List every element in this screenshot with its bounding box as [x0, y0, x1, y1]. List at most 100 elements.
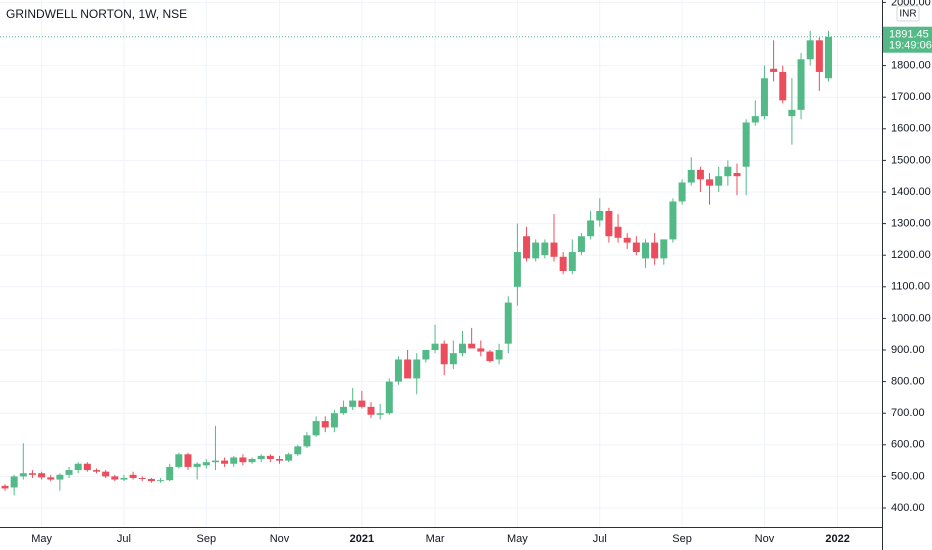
candle-body — [596, 210, 604, 221]
countdown: 19:49:06 — [889, 40, 932, 52]
y-tick-label: 900.00 — [891, 344, 925, 356]
candle-body — [724, 166, 732, 177]
candle-body — [449, 353, 457, 365]
x-tick-label: Nov — [755, 533, 775, 545]
candle-body — [797, 59, 805, 110]
candle-body — [83, 463, 91, 471]
candle-body — [486, 351, 494, 362]
candle-body — [605, 210, 613, 237]
candle-body — [532, 242, 540, 259]
candle-body — [276, 459, 283, 461]
y-tick-label: 800.00 — [891, 376, 925, 388]
y-tick-label: 600.00 — [891, 439, 925, 451]
candle-body — [660, 239, 668, 259]
y-tick-label: 1000.00 — [891, 312, 931, 324]
y-tick-label: 1700.00 — [891, 91, 931, 103]
candle-body — [477, 348, 485, 352]
y-tick-label: 400.00 — [891, 502, 925, 514]
candle-body — [239, 457, 247, 463]
x-tick-label: May — [31, 533, 52, 545]
candle-body — [257, 455, 265, 460]
candle-body — [669, 201, 677, 240]
candle-body — [806, 40, 814, 60]
candle-body — [559, 256, 567, 271]
candle-body — [321, 421, 329, 428]
candle-body — [550, 242, 558, 257]
candle-body — [696, 169, 704, 180]
candle-body — [111, 476, 119, 480]
y-tick-label: 1800.00 — [891, 60, 931, 72]
candle-body — [102, 471, 110, 477]
candle-body — [760, 78, 768, 117]
candle-body — [1, 485, 9, 489]
candle-body — [147, 478, 155, 482]
candle-body — [211, 460, 219, 463]
candle-body — [248, 459, 256, 463]
x-tick-label: Jul — [117, 533, 131, 545]
candle-body — [28, 473, 36, 475]
y-tick-label: 1300.00 — [891, 218, 931, 230]
candle-body — [65, 470, 73, 475]
x-tick-label: Mar — [426, 533, 445, 545]
candle-body — [385, 381, 393, 414]
candle-body — [19, 473, 27, 477]
candle-body — [788, 109, 796, 117]
candle-body — [129, 474, 137, 478]
candle-body — [733, 173, 741, 177]
candle-body — [751, 116, 759, 123]
candle-body — [330, 413, 338, 428]
candle-body — [184, 454, 192, 467]
candle-body — [367, 406, 375, 415]
x-tick-label: Sep — [197, 533, 217, 545]
candle-body — [221, 460, 229, 464]
candle-body — [623, 237, 631, 243]
price-label: 1891.45 — [889, 29, 929, 41]
currency: INR — [899, 9, 916, 20]
candle-body — [614, 226, 622, 238]
candle-body — [47, 477, 55, 480]
candle-body — [742, 122, 750, 167]
candle-body — [642, 242, 649, 259]
y-tick-label: 500.00 — [891, 470, 925, 482]
candle-body — [56, 474, 64, 480]
y-tick-label: 1400.00 — [891, 186, 931, 198]
candle-body — [285, 454, 293, 461]
candle-body — [678, 182, 686, 202]
candle-body — [815, 40, 823, 72]
price-label-box — [883, 26, 932, 53]
y-tick-label: 1200.00 — [891, 249, 931, 261]
candle-body — [266, 455, 274, 460]
chart-title: GRINDWELL NORTON, 1W, NSE — [6, 7, 187, 21]
candle-body — [825, 36, 832, 79]
candle-body — [440, 343, 448, 365]
candle-body — [175, 454, 183, 467]
candle-body — [166, 466, 174, 481]
candle-body — [706, 179, 714, 186]
y-tick-label: 1600.00 — [891, 123, 931, 135]
candle-body — [157, 480, 165, 482]
x-tick-label: 2021 — [350, 533, 374, 545]
candle-body — [394, 359, 402, 382]
candle-body — [138, 477, 146, 479]
candle-body — [459, 343, 466, 354]
x-tick-label: Jul — [593, 533, 607, 545]
candle-body — [349, 400, 357, 407]
candle-body — [779, 71, 787, 101]
candle-body — [120, 477, 128, 480]
candle-body — [38, 473, 46, 478]
candle-body — [577, 236, 585, 253]
candle-body — [715, 176, 723, 186]
y-tick-label: 1100.00 — [891, 281, 930, 293]
candle-body — [303, 435, 311, 447]
candle-body — [202, 462, 210, 466]
candle-body — [431, 343, 439, 350]
x-tick-label: Sep — [672, 533, 692, 545]
candle-body — [587, 220, 595, 237]
currency-box — [896, 5, 920, 22]
y-tick-label: 2000.00 — [891, 0, 931, 8]
candle-body — [541, 242, 549, 256]
candle-body — [513, 252, 521, 287]
candle-body — [687, 169, 695, 183]
candle-body — [230, 457, 238, 464]
